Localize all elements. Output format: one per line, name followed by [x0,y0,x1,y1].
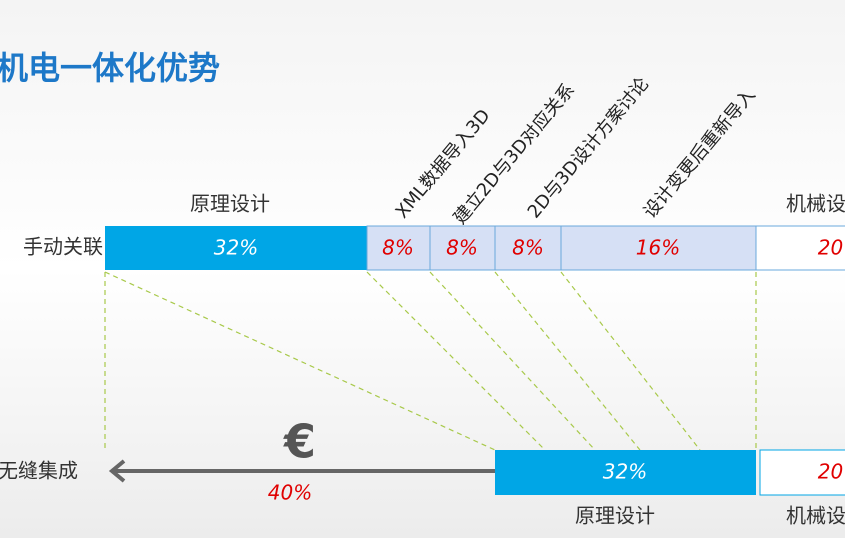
arrow-head [108,459,126,483]
segment-label: 8% [512,236,544,260]
phase-label: 原理设计 [575,504,655,528]
segment [494,225,562,271]
phase-label: 机械设计 [786,192,845,216]
segment-label: 20% [818,460,845,484]
segment-label: 32% [214,236,258,260]
row-label: 无缝集成 [0,459,78,483]
title: 机电一体化优势 [0,49,220,87]
segment-label: 8% [382,236,414,260]
segment [495,450,756,495]
phase-label: 机械设计 [786,504,845,528]
segment-label: 20% [818,236,845,260]
segment [560,225,757,271]
segment [429,225,496,271]
connectors [104,271,757,451]
segment-label: 16% [636,236,680,260]
segment [759,449,845,496]
segment [755,225,845,271]
segment-label: 8% [446,236,478,260]
saving-label: 40% [268,481,312,505]
segment [105,226,367,270]
segment-label: 32% [603,460,647,484]
row-label: 手动关联 [23,235,103,259]
phase-label: 原理设计 [190,192,270,216]
symbol: € [283,415,316,469]
